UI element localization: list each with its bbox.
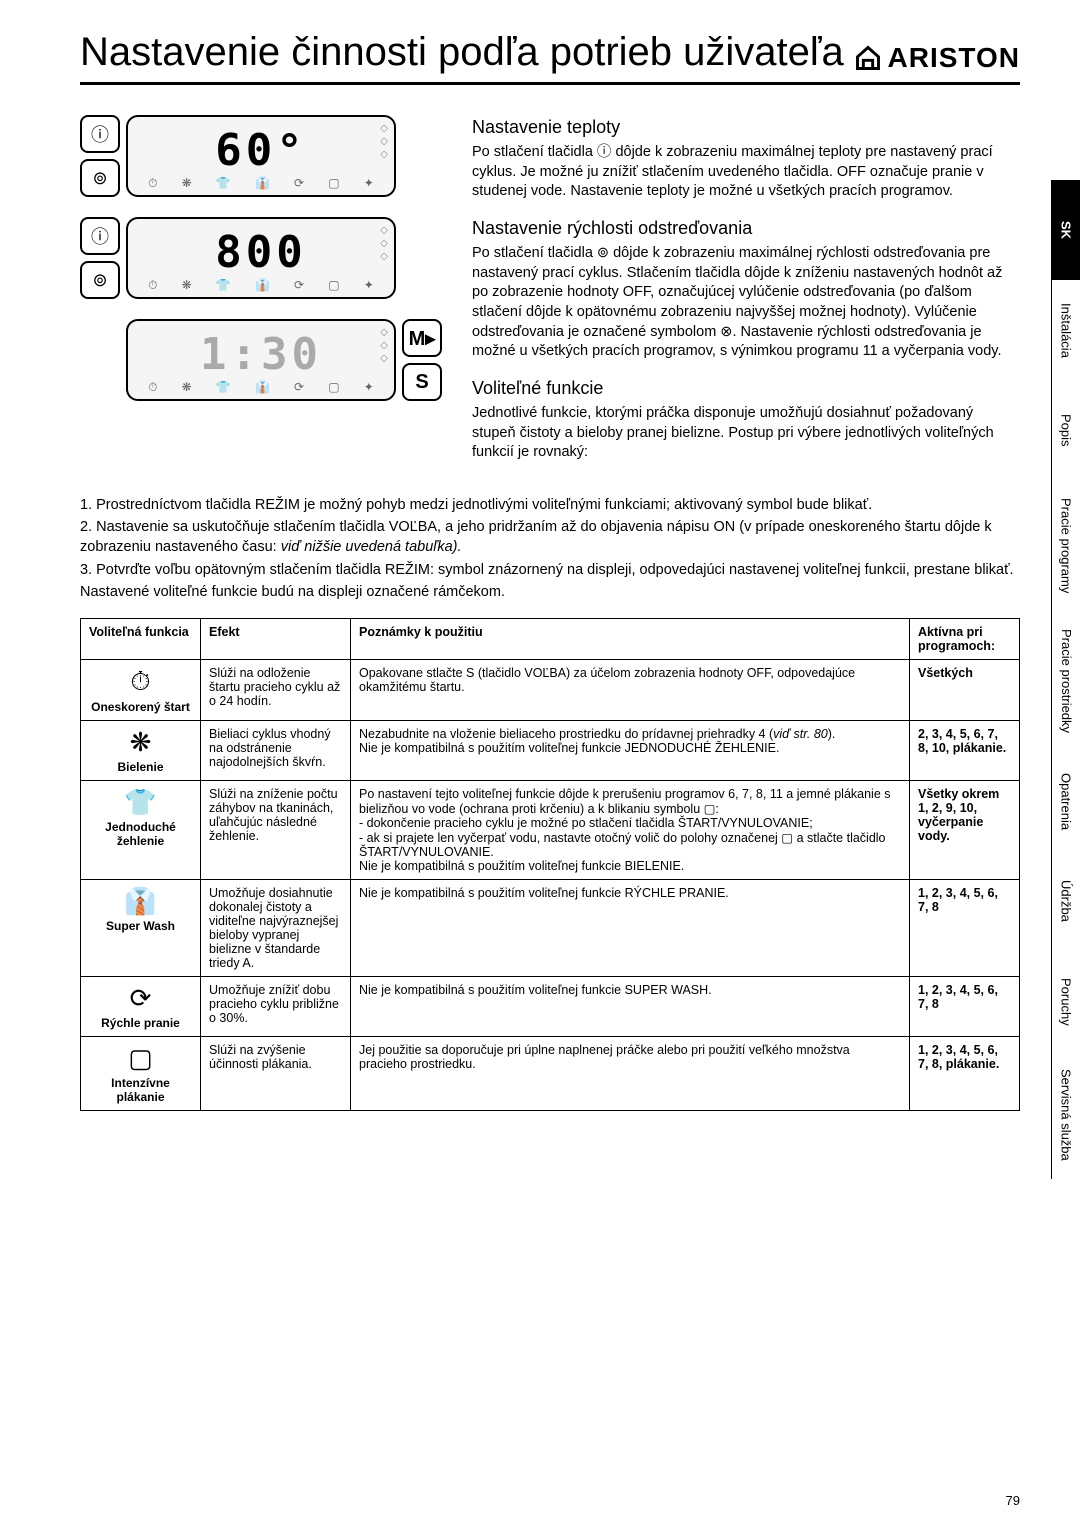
function-name: Oneskorený štart xyxy=(91,700,190,714)
mode-button[interactable]: M▸ xyxy=(402,319,442,357)
lcd-value: 1:30 xyxy=(128,321,394,380)
section-tab[interactable]: SK xyxy=(1051,180,1080,280)
function-cell: ❋ Bielenie xyxy=(81,721,201,781)
brand-text: ARISTON xyxy=(888,42,1021,74)
function-cell: 👕Jednoduché žehlenie xyxy=(81,781,201,880)
lcd-screen: 800 ◇◇◇ ⏱❋👕👔⟳▢✦ xyxy=(126,217,396,299)
active-cell: 1, 2, 3, 4, 5, 6, 7, 8, plákanie. xyxy=(910,1037,1020,1111)
function-cell: ⏱ Oneskorený štart xyxy=(81,660,201,721)
effect-cell: Slúži na odloženie štartu pracieho cyklu… xyxy=(201,660,351,721)
effect-cell: Umožňuje znížiť dobu pracieho cyklu prib… xyxy=(201,977,351,1037)
effect-cell: Slúži na zvýšenie účinnosti plákania. xyxy=(201,1037,351,1111)
section-tab[interactable]: Pracie programy xyxy=(1051,480,1080,611)
effect-cell: Slúži na zníženie počtu záhybov na tkani… xyxy=(201,781,351,880)
info-column: Nastavenie teploty Po stlačení tlačidla … xyxy=(472,115,1020,477)
instruction-line: Nastavené voliteľné funkcie budú na disp… xyxy=(80,582,1020,602)
function-cell: ▢Intenzívne plákanie xyxy=(81,1037,201,1111)
active-cell: 1, 2, 3, 4, 5, 6, 7, 8 xyxy=(910,880,1020,977)
section-tab[interactable]: Údržba xyxy=(1051,851,1080,951)
col-active: Aktívna pri programoch: xyxy=(910,619,1020,660)
display-temp: ⓘ ⊚ 60° ◇◇◇ ⏱❋👕👔⟳▢✦ xyxy=(80,115,442,197)
house-icon xyxy=(854,44,882,72)
section-tab[interactable]: Servisná služba xyxy=(1051,1051,1080,1179)
select-button[interactable]: S xyxy=(402,363,442,401)
function-icon: 👔 xyxy=(89,886,192,917)
notes-cell: Opakovane stlačte S (tlačidlo VOĽBA) za … xyxy=(351,660,910,721)
function-icon: 👕 xyxy=(89,787,192,818)
function-icon: ▢ xyxy=(89,1043,192,1074)
col-effect: Efekt xyxy=(201,619,351,660)
notes-cell: Nezabudnite na vloženie bieliaceho prost… xyxy=(351,721,910,781)
effect-cell: Bieliaci cyklus vhodný na odstránenie na… xyxy=(201,721,351,781)
table-row: 👕Jednoduché žehlenieSlúži na zníženie po… xyxy=(81,781,1020,880)
temp-text: Po stlačení tlačidla ⓘ dôjde k zobrazeni… xyxy=(472,143,1020,202)
section-tab[interactable]: Poruchy xyxy=(1051,951,1080,1051)
function-name: Rýchle pranie xyxy=(101,1016,180,1030)
section-tab[interactable]: Inštalácia xyxy=(1051,280,1080,380)
section-tab[interactable]: Pracie prostriedky xyxy=(1051,611,1080,751)
page-title: Nastavenie činnosti podľa potrieb uživat… xyxy=(80,30,844,74)
function-name: Jednoduché žehlenie xyxy=(105,820,176,848)
notes-cell: Jej použitie sa doporučuje pri úplne nap… xyxy=(351,1037,910,1111)
display-panels: ⓘ ⊚ 60° ◇◇◇ ⏱❋👕👔⟳▢✦ ⓘ ⊚ 800 ◇◇◇ ⏱ xyxy=(80,115,442,477)
brand-logo: ARISTON xyxy=(854,42,1021,74)
instruction-line: 2. Nastavenie sa uskutočňuje stlačením t… xyxy=(80,517,1020,558)
col-function: Voliteľná funkcia xyxy=(81,619,201,660)
function-cell: ⟳ Rýchle pranie xyxy=(81,977,201,1037)
display-time: 1:30 ◇◇◇ ⏱❋👕👔⟳▢✦ M▸ S xyxy=(80,319,442,401)
col-notes: Poznámky k použitiu xyxy=(351,619,910,660)
active-cell: 2, 3, 4, 5, 6, 7, 8, 10, plákanie. xyxy=(910,721,1020,781)
opt-heading: Voliteľné funkcie xyxy=(472,376,1020,400)
table-row: 👔 Super Wash Umožňuje dosiahnutie dokonale… xyxy=(81,880,1020,977)
function-cell: 👔 Super Wash xyxy=(81,880,201,977)
table-row: ⏱ Oneskorený štart Slúži na odloženie štar… xyxy=(81,660,1020,721)
spin-heading: Nastavenie rýchlosti odstreďovania xyxy=(472,216,1020,240)
spin-text: Po stlačení tlačidla ⊚ dôjde k zobrazeni… xyxy=(472,244,1020,361)
spin-button[interactable]: ⊚ xyxy=(80,159,120,197)
active-cell: Všetkých xyxy=(910,660,1020,721)
display-spin: ⓘ ⊚ 800 ◇◇◇ ⏱❋👕👔⟳▢✦ xyxy=(80,217,442,299)
spin-button[interactable]: ⊚ xyxy=(80,261,120,299)
page-number: 79 xyxy=(1006,1493,1020,1508)
temp-button[interactable]: ⓘ xyxy=(80,217,120,255)
temp-button[interactable]: ⓘ xyxy=(80,115,120,153)
section-tab[interactable]: Popis xyxy=(1051,380,1080,480)
page-header: Nastavenie činnosti podľa potrieb uživat… xyxy=(80,30,1020,85)
notes-cell: Po nastavení tejto voliteľnej funkcie dô… xyxy=(351,781,910,880)
notes-cell: Nie je kompatibilná s použitím voliteľne… xyxy=(351,977,910,1037)
instructions: 1. Prostredníctvom tlačidla REŽIM je mož… xyxy=(80,495,1020,602)
lcd-value: 60° xyxy=(128,117,394,176)
section-tabs: SKInštaláciaPopisPracie programyPracie p… xyxy=(1051,180,1080,1179)
instruction-line: 1. Prostredníctvom tlačidla REŽIM je mož… xyxy=(80,495,1020,515)
table-row: ⟳ Rýchle pranie Umožňuje znížiť dobu praci… xyxy=(81,977,1020,1037)
function-icon: ❋ xyxy=(89,727,192,758)
function-name: Bielenie xyxy=(117,760,163,774)
table-row: ❋ Bielenie Bieliaci cyklus vhodný na odstr… xyxy=(81,721,1020,781)
table-row: ▢Intenzívne plákanieSlúži na zvýšenie úč… xyxy=(81,1037,1020,1111)
temp-heading: Nastavenie teploty xyxy=(472,115,1020,139)
active-cell: Všetky okrem 1, 2, 9, 10, vyčerpanie vod… xyxy=(910,781,1020,880)
lcd-screen: 60° ◇◇◇ ⏱❋👕👔⟳▢✦ xyxy=(126,115,396,197)
effect-cell: Umožňuje dosiahnutie dokonalej čistoty a… xyxy=(201,880,351,977)
instruction-line: 3. Potvrďte voľbu opätovným stlačením tl… xyxy=(80,560,1020,580)
function-name: Super Wash xyxy=(106,919,175,933)
functions-table: Voliteľná funkcia Efekt Poznámky k použi… xyxy=(80,618,1020,1111)
section-tab[interactable]: Opatrenia xyxy=(1051,751,1080,851)
function-name: Intenzívne plákanie xyxy=(111,1076,170,1104)
opt-text: Jednotlivé funkcie, ktorými práčka dispo… xyxy=(472,404,1020,463)
function-icon: ⏱ xyxy=(89,666,192,698)
notes-cell: Nie je kompatibilná s použitím voliteľne… xyxy=(351,880,910,977)
active-cell: 1, 2, 3, 4, 5, 6, 7, 8 xyxy=(910,977,1020,1037)
function-icon: ⟳ xyxy=(89,983,192,1014)
lcd-screen: 1:30 ◇◇◇ ⏱❋👕👔⟳▢✦ xyxy=(126,319,396,401)
lcd-value: 800 xyxy=(128,219,394,278)
